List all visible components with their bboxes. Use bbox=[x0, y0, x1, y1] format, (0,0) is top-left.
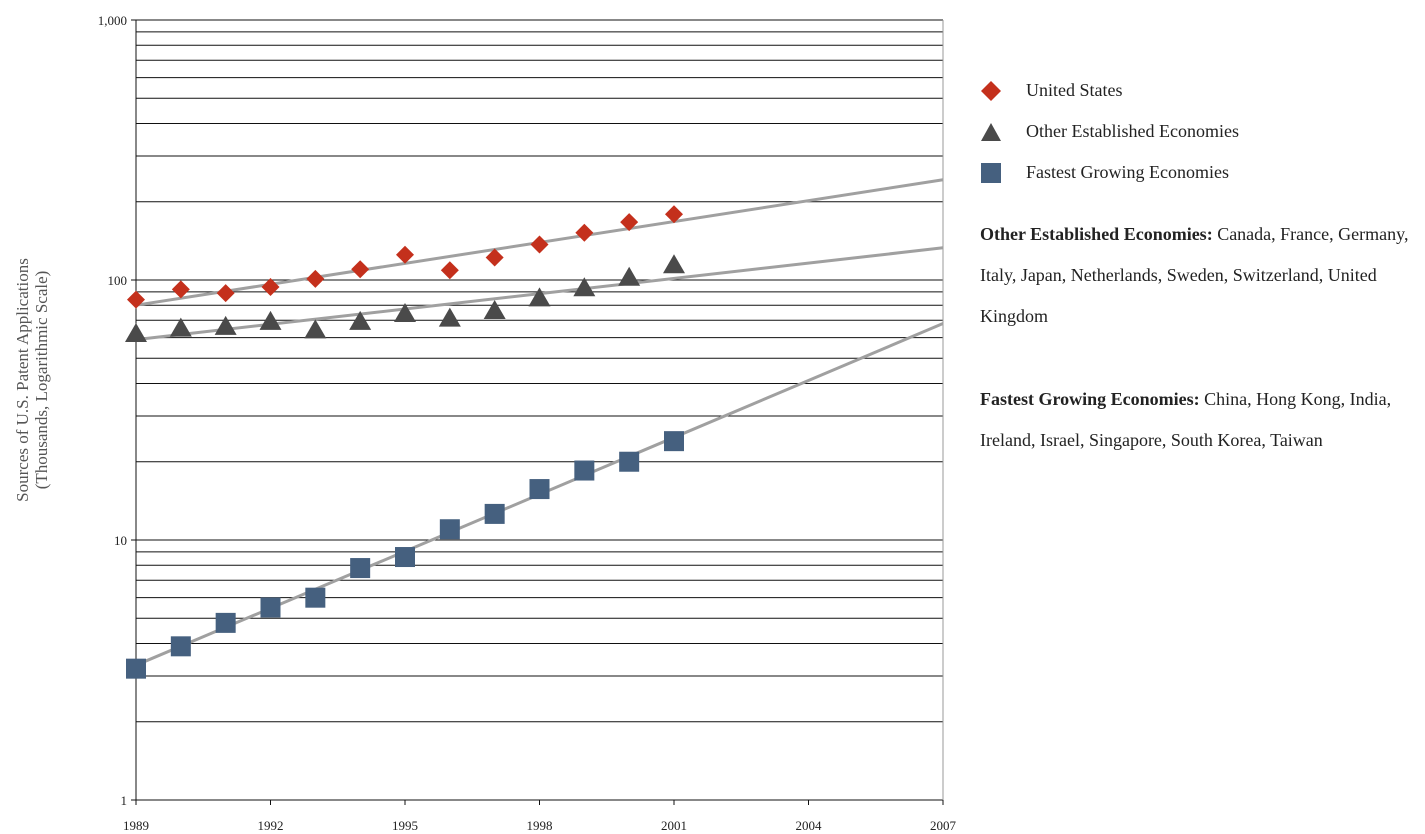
data-point-diamond bbox=[306, 269, 325, 288]
data-point-square bbox=[529, 479, 550, 500]
data-point-triangle bbox=[483, 299, 506, 319]
legend: United States Other Established Economie… bbox=[980, 70, 1420, 193]
note-title: Other Established Economies: bbox=[980, 224, 1213, 244]
data-point-triangle bbox=[349, 310, 372, 330]
x-tick-label: 1989 bbox=[123, 818, 149, 833]
square-marker-icon bbox=[980, 162, 1026, 184]
data-points bbox=[125, 205, 685, 679]
legend-item-united-states: United States bbox=[980, 70, 1420, 111]
x-tick-label: 2004 bbox=[796, 818, 823, 833]
x-tick-label: 1998 bbox=[527, 818, 553, 833]
y-tick-label: 100 bbox=[108, 273, 128, 288]
data-point-diamond bbox=[440, 261, 459, 280]
legend-label: United States bbox=[1026, 80, 1123, 100]
y-axis-label-line1: Sources of U.S. Patent Applications bbox=[13, 258, 32, 502]
data-point-diamond bbox=[216, 284, 235, 303]
data-point-triangle bbox=[528, 287, 551, 307]
x-tick-label: 1992 bbox=[258, 818, 284, 833]
data-point-triangle bbox=[573, 277, 596, 297]
data-point-diamond bbox=[665, 205, 683, 224]
x-tick-label: 2001 bbox=[661, 818, 687, 833]
data-point-square bbox=[305, 587, 326, 608]
note-text: Canada, France, Germany, Italy, Japan, N… bbox=[980, 224, 1409, 326]
triangle-marker-icon bbox=[980, 121, 1026, 143]
data-point-square bbox=[170, 636, 191, 657]
data-point-diamond bbox=[485, 248, 504, 267]
data-point-triangle bbox=[438, 307, 461, 327]
legend-label: Fastest Growing Economies bbox=[1026, 162, 1229, 182]
data-point-diamond bbox=[620, 213, 639, 232]
data-point-triangle bbox=[214, 315, 237, 335]
data-point-square bbox=[439, 519, 460, 540]
data-point-square bbox=[484, 503, 505, 524]
data-point-square bbox=[574, 460, 595, 481]
y-axis-label-line2: (Thousands, Logarithmic Scale) bbox=[32, 271, 51, 490]
note-fastest-growing: Fastest Growing Economies: China, Hong K… bbox=[980, 379, 1425, 461]
data-point-diamond bbox=[530, 235, 549, 254]
x-tick-label: 1995 bbox=[392, 818, 418, 833]
data-point-square bbox=[664, 431, 684, 452]
note-text: China, Hong Kong, India, Ireland, Israel… bbox=[980, 389, 1392, 450]
legend-label: Other Established Economies bbox=[1026, 121, 1239, 141]
data-point-diamond bbox=[261, 277, 280, 296]
legend-item-fastest-growing: Fastest Growing Economies bbox=[980, 152, 1420, 193]
data-point-triangle bbox=[304, 319, 327, 339]
axes bbox=[131, 19, 944, 805]
diamond-marker-icon bbox=[980, 80, 1026, 102]
data-point-diamond bbox=[396, 245, 414, 264]
data-point-square bbox=[260, 597, 281, 618]
data-point-square bbox=[395, 547, 415, 568]
data-point-diamond bbox=[351, 260, 370, 279]
chart: 1989 1992 1995 1998 2001 2004 20071101001,000 … bbox=[13, 13, 957, 833]
data-point-diamond bbox=[575, 223, 594, 242]
data-point-triangle bbox=[259, 310, 282, 330]
data-point-diamond bbox=[127, 290, 145, 309]
y-tick-label: 1 bbox=[121, 793, 128, 808]
data-point-square bbox=[215, 612, 236, 633]
data-point-diamond bbox=[171, 280, 190, 299]
data-point-triangle bbox=[125, 322, 147, 342]
data-point-square bbox=[619, 451, 640, 472]
data-point-triangle bbox=[169, 317, 192, 337]
note-other-established: Other Established Economies: Canada, Fra… bbox=[980, 214, 1425, 337]
data-point-triangle bbox=[618, 266, 641, 286]
note-title: Fastest Growing Economies: bbox=[980, 389, 1200, 409]
y-tick-label: 10 bbox=[114, 533, 127, 548]
y-tick-label: 1,000 bbox=[98, 13, 127, 28]
tick-labels: 1989 1992 1995 1998 2001 2004 2007 1 10 100 1,000 bbox=[98, 13, 957, 833]
data-point-square bbox=[350, 558, 371, 579]
data-point-triangle bbox=[394, 302, 416, 322]
grid-lines bbox=[136, 19, 943, 801]
legend-item-other-established: Other Established Economies bbox=[980, 111, 1420, 152]
data-point-square bbox=[126, 658, 146, 679]
x-tick-label: 2007 bbox=[930, 818, 957, 833]
data-point-triangle bbox=[663, 254, 685, 274]
